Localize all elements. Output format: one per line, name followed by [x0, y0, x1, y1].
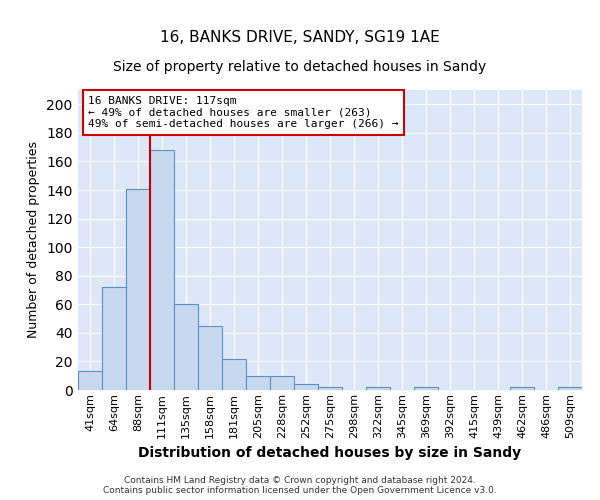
Bar: [270, 376, 294, 390]
Bar: [366, 387, 390, 390]
Text: 16, BANKS DRIVE, SANDY, SG19 1AE: 16, BANKS DRIVE, SANDY, SG19 1AE: [160, 30, 440, 45]
Bar: [414, 387, 438, 390]
Bar: [222, 358, 246, 390]
Text: Contains HM Land Registry data © Crown copyright and database right 2024.
Contai: Contains HM Land Registry data © Crown c…: [103, 476, 497, 495]
Bar: [150, 150, 174, 390]
Text: Size of property relative to detached houses in Sandy: Size of property relative to detached ho…: [113, 60, 487, 74]
Bar: [246, 376, 270, 390]
Bar: [318, 387, 342, 390]
Bar: [102, 287, 126, 390]
Bar: [198, 326, 222, 390]
X-axis label: Distribution of detached houses by size in Sandy: Distribution of detached houses by size …: [139, 446, 521, 460]
Bar: [174, 304, 198, 390]
Bar: [294, 384, 318, 390]
Bar: [558, 387, 582, 390]
Text: 16 BANKS DRIVE: 117sqm
← 49% of detached houses are smaller (263)
49% of semi-de: 16 BANKS DRIVE: 117sqm ← 49% of detached…: [88, 96, 398, 129]
Y-axis label: Number of detached properties: Number of detached properties: [28, 142, 40, 338]
Bar: [78, 372, 102, 390]
Bar: [126, 188, 150, 390]
Bar: [510, 387, 534, 390]
